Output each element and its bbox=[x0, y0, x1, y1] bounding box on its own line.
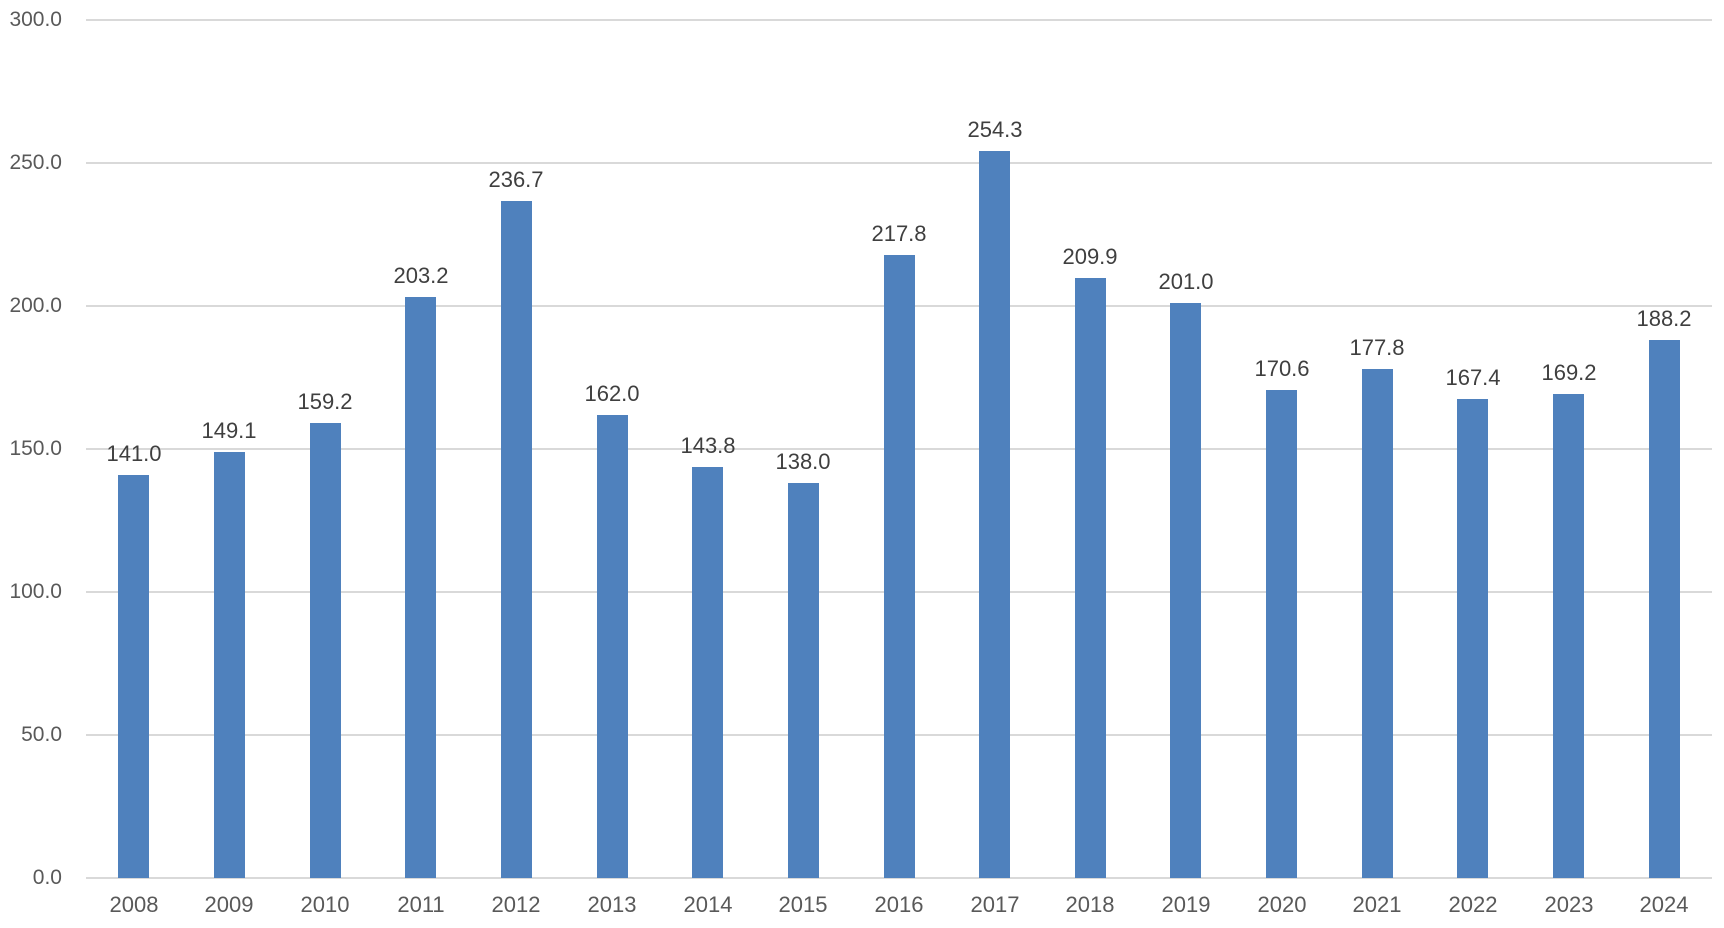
x-tick-label: 2011 bbox=[397, 892, 445, 917]
x-tick-label: 2022 bbox=[1448, 892, 1498, 917]
data-label: 188.2 bbox=[1636, 306, 1692, 331]
bar-2021 bbox=[1362, 369, 1393, 878]
bar-2016 bbox=[884, 255, 915, 878]
x-tick-label: 2017 bbox=[970, 892, 1020, 917]
bar-2012 bbox=[501, 201, 532, 878]
bar-2018 bbox=[1075, 278, 1106, 878]
bar-2013 bbox=[597, 415, 628, 878]
x-tick-label: 2018 bbox=[1065, 892, 1115, 917]
bar-2017 bbox=[979, 151, 1010, 878]
y-tick-label: 150.0 bbox=[9, 437, 62, 460]
bar-2011 bbox=[405, 297, 436, 878]
data-label: 167.4 bbox=[1445, 365, 1501, 390]
y-tick-label: 300.0 bbox=[9, 8, 62, 31]
data-label: 236.7 bbox=[488, 167, 544, 192]
bar-2015 bbox=[788, 483, 819, 878]
bar-2010 bbox=[310, 423, 341, 878]
gridline bbox=[86, 19, 1712, 21]
data-label: 203.2 bbox=[393, 263, 449, 288]
data-label: 254.3 bbox=[967, 117, 1023, 142]
gridline bbox=[86, 162, 1712, 164]
x-tick-label: 2016 bbox=[874, 892, 924, 917]
x-tick-label: 2008 bbox=[109, 892, 159, 917]
y-tick-label: 100.0 bbox=[9, 580, 62, 603]
x-tick-label: 2020 bbox=[1257, 892, 1307, 917]
bar-2019 bbox=[1170, 303, 1201, 878]
bar-2023 bbox=[1553, 394, 1584, 878]
data-label: 159.2 bbox=[297, 389, 353, 414]
bar-2020 bbox=[1266, 390, 1297, 878]
data-label: 209.9 bbox=[1062, 244, 1118, 269]
bar-2008 bbox=[118, 475, 149, 878]
x-tick-label: 2021 bbox=[1352, 892, 1402, 917]
bar-2022 bbox=[1457, 399, 1488, 878]
data-label: 177.8 bbox=[1349, 335, 1405, 360]
x-tick-label: 2014 bbox=[683, 892, 733, 917]
data-label: 138.0 bbox=[775, 449, 831, 474]
bar-2009 bbox=[214, 452, 245, 878]
x-tick-label: 2019 bbox=[1161, 892, 1211, 917]
bar-2014 bbox=[692, 467, 723, 878]
data-label: 217.8 bbox=[871, 221, 927, 246]
x-tick-label: 2015 bbox=[778, 892, 828, 917]
y-tick-label: 50.0 bbox=[21, 723, 62, 746]
data-label: 169.2 bbox=[1541, 360, 1597, 385]
data-label: 201.0 bbox=[1158, 269, 1214, 294]
y-tick-label: 0.0 bbox=[32, 866, 62, 889]
x-tick-label: 2012 bbox=[491, 892, 541, 917]
x-axis-line bbox=[86, 877, 1712, 879]
data-label: 170.6 bbox=[1254, 356, 1310, 381]
data-label: 141.0 bbox=[106, 441, 162, 466]
x-tick-label: 2024 bbox=[1639, 892, 1689, 917]
y-tick-label: 200.0 bbox=[9, 294, 62, 317]
data-label: 143.8 bbox=[680, 433, 736, 458]
x-tick-label: 2013 bbox=[587, 892, 637, 917]
x-tick-label: 2023 bbox=[1544, 892, 1594, 917]
data-label: 149.1 bbox=[201, 418, 257, 443]
bar-2024 bbox=[1649, 340, 1680, 878]
y-tick-label: 250.0 bbox=[9, 151, 62, 174]
data-label: 162.0 bbox=[584, 381, 640, 406]
x-tick-label: 2010 bbox=[300, 892, 350, 917]
x-tick-label: 2009 bbox=[204, 892, 254, 917]
